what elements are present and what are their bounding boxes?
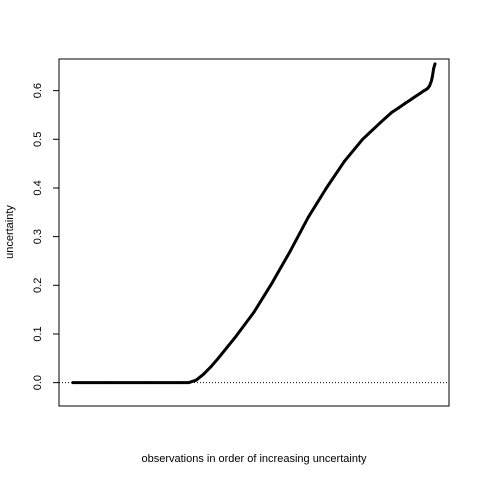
y-axis: 0.0 0.1 0.2 0.3 0.4 0.5 0.6: [32, 83, 60, 390]
x-axis-title: observations in order of increasing unce…: [141, 453, 367, 465]
data-point: [397, 106, 401, 110]
data-point: [234, 335, 238, 338]
data-point: [270, 281, 274, 285]
data-point: [361, 137, 364, 141]
data-point: [411, 96, 415, 100]
y-tick-label: 0.2: [32, 278, 44, 293]
plot-frame: [58, 58, 450, 407]
data-point: [430, 79, 433, 83]
series-line: [71, 62, 437, 385]
data-point: [431, 74, 434, 78]
y-axis-title: uncertainty: [4, 205, 16, 259]
data-point: [424, 88, 428, 92]
data-point: [408, 99, 412, 102]
data-point: [404, 101, 408, 105]
y-tick-label: 0.4: [32, 180, 44, 195]
data-point: [433, 62, 437, 66]
data-point: [252, 310, 256, 314]
y-tick-label: 0.5: [32, 132, 44, 147]
series-points: [71, 62, 437, 384]
data-point: [419, 91, 422, 95]
data-point: [201, 373, 205, 376]
data-point: [415, 94, 419, 97]
data-point: [194, 378, 198, 382]
y-tick-label: 0.0: [32, 375, 44, 390]
data-point: [306, 215, 310, 219]
data-point: [432, 67, 435, 71]
data-point: [187, 381, 191, 384]
y-tick-label: 0.1: [32, 326, 44, 341]
data-point: [379, 120, 383, 124]
data-point: [180, 381, 184, 384]
data-point: [209, 365, 213, 369]
data-point: [71, 381, 75, 384]
data-point: [216, 357, 220, 361]
data-point: [428, 84, 431, 88]
data-point: [390, 111, 393, 114]
data-point: [107, 381, 111, 384]
data-point: [144, 381, 147, 384]
data-point: [343, 159, 346, 163]
data-point: [288, 249, 292, 253]
data-point: [325, 186, 328, 190]
data-point: [426, 86, 430, 90]
y-tick-label: 0.3: [32, 229, 44, 244]
y-tick-label: 0.6: [32, 83, 44, 98]
